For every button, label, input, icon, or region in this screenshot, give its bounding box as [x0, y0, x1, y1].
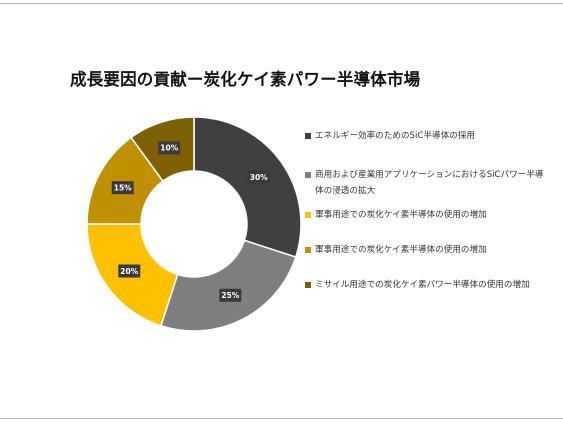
- data-label-text-2: 25%: [221, 291, 239, 300]
- legend-item-1: エネルギー効率のためのSiC半導体の採用: [305, 128, 545, 144]
- legend-swatch-3: [305, 212, 311, 218]
- legend-item-2: 商用および産業用アプリケーションにおけるSiCパワー半導体の浸透の拡大: [305, 167, 545, 199]
- data-label-2: 25%: [219, 288, 242, 302]
- legend-label-4: 軍事用途での炭化ケイ素半導体の使用の増加: [315, 245, 487, 255]
- data-label-4: 15%: [111, 181, 134, 195]
- data-label-box-4: [111, 181, 134, 195]
- data-label-1: 30%: [247, 170, 270, 184]
- donut-slice-2: [159, 239, 297, 332]
- data-label-box-2: [219, 288, 242, 302]
- legend-label-2: 商用および産業用アプリケーションにおけるSiCパワー半導体の浸透の拡大: [315, 170, 544, 196]
- data-label-text-5: 10%: [160, 144, 178, 153]
- legend-label-3: 軍事用途での炭化ケイ素半導体の使用の増加: [315, 210, 487, 220]
- data-label-text-3: 20%: [120, 267, 138, 276]
- legend-item-4: 軍事用途での炭化ケイ素半導体の使用の増加: [305, 242, 545, 258]
- legend-swatch-5: [305, 282, 311, 288]
- data-label-box-1: [247, 170, 270, 184]
- data-label-box-5: [158, 141, 181, 155]
- chart-title: 成長要因の貢献ー炭化ケイ素パワー半導体市場: [70, 70, 421, 89]
- legend-swatch-1: [305, 133, 311, 139]
- donut-slice-1: [193, 116, 302, 259]
- legend-swatch-2: [305, 172, 311, 178]
- data-label-text-1: 30%: [250, 173, 268, 182]
- chart-legend: エネルギー効率のためのSiC半導体の採用商用および産業用アプリケーションにおける…: [305, 128, 545, 293]
- legend-item-5: ミサイル用途での炭化ケイ素パワー半導体の使用の増加: [305, 277, 545, 293]
- data-label-text-4: 15%: [114, 183, 132, 192]
- legend-label-1: エネルギー効率のためのSiC半導体の採用: [315, 131, 475, 141]
- legend-label-5: ミサイル用途での炭化ケイ素パワー半導体の使用の増加: [315, 280, 530, 290]
- legend-item-3: 軍事用途での炭化ケイ素半導体の使用の増加: [305, 207, 545, 223]
- data-label-5: 10%: [158, 141, 181, 155]
- data-label-3: 20%: [118, 264, 141, 278]
- top-divider: [0, 3, 563, 4]
- bottom-divider: [0, 418, 563, 419]
- legend-swatch-4: [305, 247, 311, 253]
- data-label-box-3: [118, 264, 141, 278]
